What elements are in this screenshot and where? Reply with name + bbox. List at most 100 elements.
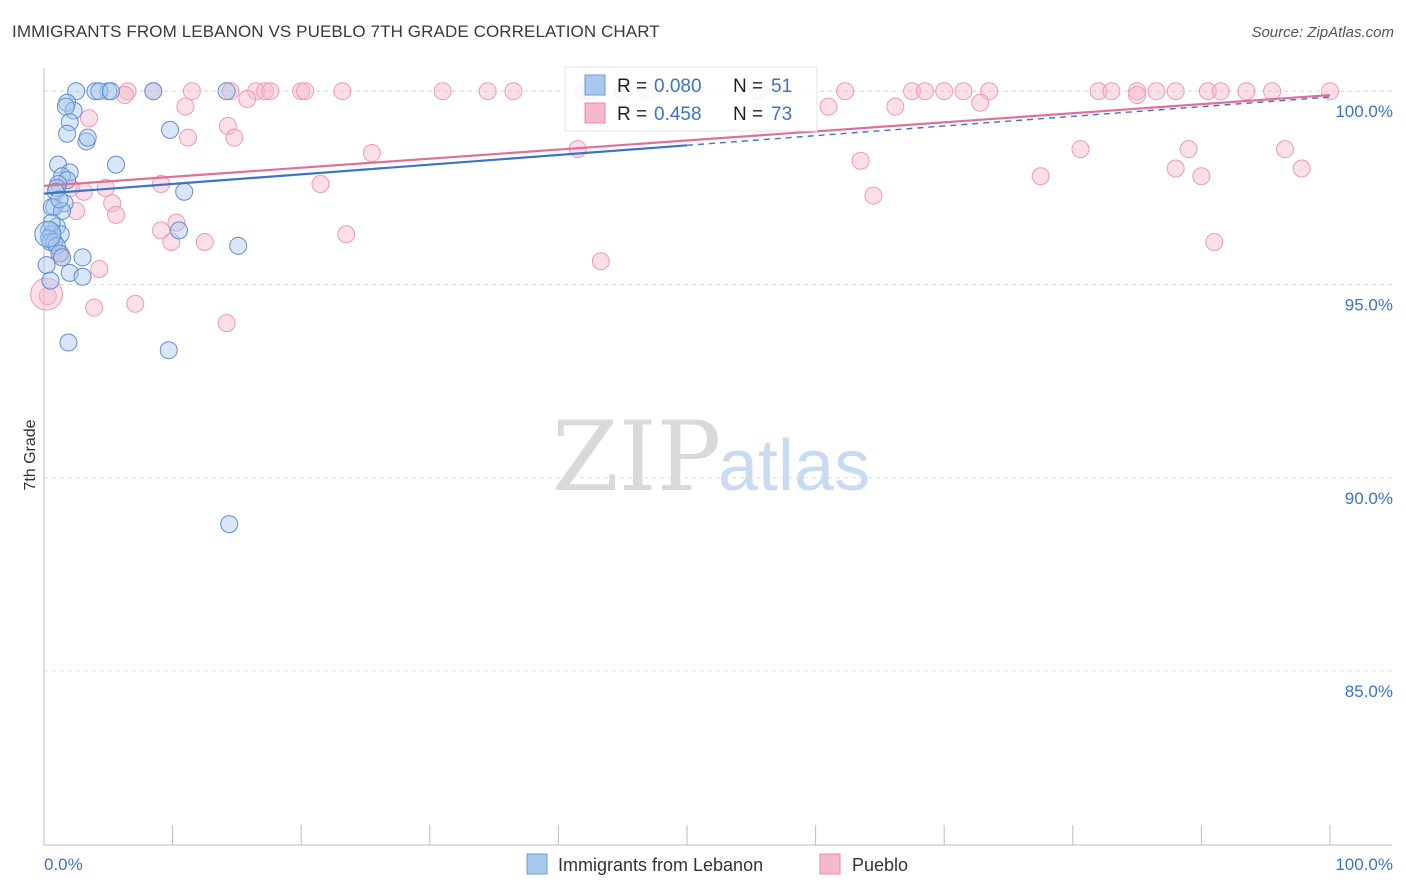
pueblo-point <box>1166 159 1185 178</box>
axes <box>43 68 1392 846</box>
lebanon-point <box>41 271 60 290</box>
pueblo-point <box>971 93 990 112</box>
lebanon-point <box>229 236 248 255</box>
chart-title: IMMIGRANTS FROM LEBANON VS PUEBLO 7TH GR… <box>12 22 660 41</box>
lebanon-point <box>170 221 189 240</box>
lebanon-point <box>53 248 72 267</box>
pueblo-point <box>182 82 201 101</box>
x-tick-label-min: 0.0% <box>44 855 83 874</box>
y-tick-label-85: 85.0% <box>1345 682 1393 701</box>
stats-r-label-1: R = <box>617 76 647 97</box>
trend-lines <box>43 93 1331 195</box>
pueblo-point <box>1071 140 1090 159</box>
lebanon-point <box>217 82 236 101</box>
pueblo-point <box>1031 167 1050 186</box>
stats-r-label-2: R = <box>617 104 647 125</box>
pueblo-point <box>221 82 240 101</box>
y-axis-title: 7th Grade <box>22 419 39 490</box>
pueblo-point <box>864 186 883 205</box>
lebanon-point <box>101 82 120 101</box>
watermark-atlas: atlas <box>718 426 870 506</box>
pueblo-point <box>225 128 244 147</box>
pueblo-point <box>38 287 57 306</box>
pueblo-point <box>1128 82 1147 101</box>
lebanon-point <box>107 155 126 174</box>
pueblo-point <box>311 174 330 193</box>
watermark: ZIP atlas <box>552 401 870 513</box>
pueblo-point <box>954 82 973 101</box>
pueblo-point <box>247 82 266 101</box>
lebanon-point <box>42 198 61 217</box>
pueblo-point <box>1166 82 1185 101</box>
pueblo-point <box>116 86 135 105</box>
pueblo-point <box>85 298 104 317</box>
pueblo-point <box>1198 82 1217 101</box>
pueblo-point <box>1147 82 1166 101</box>
lebanon-point <box>175 182 194 201</box>
watermark-zip: ZIP <box>552 401 721 513</box>
pueblo-points <box>30 82 1339 333</box>
pueblo-point <box>333 82 352 101</box>
pueblo-point <box>1275 140 1294 159</box>
pueblo-point <box>1179 140 1198 159</box>
lebanon-point <box>60 113 79 132</box>
pueblo-point <box>103 194 122 213</box>
lebanon-point <box>144 82 163 101</box>
legend-swatch-lebanon <box>526 853 548 875</box>
pueblo-trend-line <box>43 93 1331 188</box>
y-tick-labels: 85.0% 90.0% 95.0% 100.0% <box>1335 102 1393 701</box>
pueblo-point <box>433 82 452 101</box>
pueblo-point <box>176 97 195 116</box>
pueblo-point <box>80 109 99 128</box>
pueblo-point <box>217 314 236 333</box>
stats-r-value-lebanon: 0.080 <box>654 76 702 97</box>
y-tick-label-95: 95.0% <box>1345 295 1393 314</box>
lebanon-point <box>42 213 61 232</box>
x-tick-label-max: 100.0% <box>1335 855 1393 874</box>
lebanon-point <box>56 97 75 116</box>
pueblo-point <box>1263 82 1282 101</box>
legend-swatch-pueblo <box>819 853 841 875</box>
lebanon-point <box>37 256 56 275</box>
lebanon-point <box>50 190 69 209</box>
source-credit: Source: ZipAtlas.com <box>1251 24 1394 41</box>
pueblo-point <box>126 294 145 313</box>
pueblo-point <box>1102 82 1121 101</box>
lebanon-point <box>78 128 97 147</box>
pueblo-point <box>195 232 214 251</box>
pueblo-point <box>362 144 381 163</box>
pueblo-point <box>261 82 280 101</box>
lebanon-point <box>220 515 239 534</box>
stats-r-value-pueblo: 0.458 <box>654 104 702 125</box>
lebanon-point <box>73 267 92 286</box>
lebanon-point <box>73 248 92 267</box>
pueblo-point <box>152 221 171 240</box>
pueblo-point <box>218 116 237 135</box>
pueblo-point <box>1292 159 1311 178</box>
pueblo-point <box>915 82 934 101</box>
pueblo-point <box>296 82 315 101</box>
lebanon-trend-line <box>43 144 688 195</box>
pueblo-point <box>1237 82 1256 101</box>
pueblo-point <box>504 82 523 101</box>
lebanon-point <box>34 220 62 248</box>
legend-label-lebanon: Immigrants from Lebanon <box>558 855 763 875</box>
pueblo-point <box>903 82 922 101</box>
legend-label-pueblo: Pueblo <box>852 855 908 875</box>
pueblo-point <box>836 82 855 101</box>
bottom-legend: Immigrants from Lebanon Pueblo <box>526 853 908 875</box>
lebanon-point <box>86 82 105 101</box>
pueblo-point <box>935 82 954 101</box>
pueblo-point <box>1205 232 1224 251</box>
pueblo-point <box>337 225 356 244</box>
pueblo-point <box>1211 82 1230 101</box>
lebanon-trend-extension <box>686 96 1331 147</box>
lebanon-point <box>59 333 78 352</box>
pueblo-point <box>179 128 198 147</box>
stats-n-label-1: N = <box>733 76 763 97</box>
pueblo-point <box>256 82 275 101</box>
pueblo-point <box>1089 82 1108 101</box>
pueblo-point <box>107 205 126 224</box>
pueblo-point <box>1192 167 1211 186</box>
